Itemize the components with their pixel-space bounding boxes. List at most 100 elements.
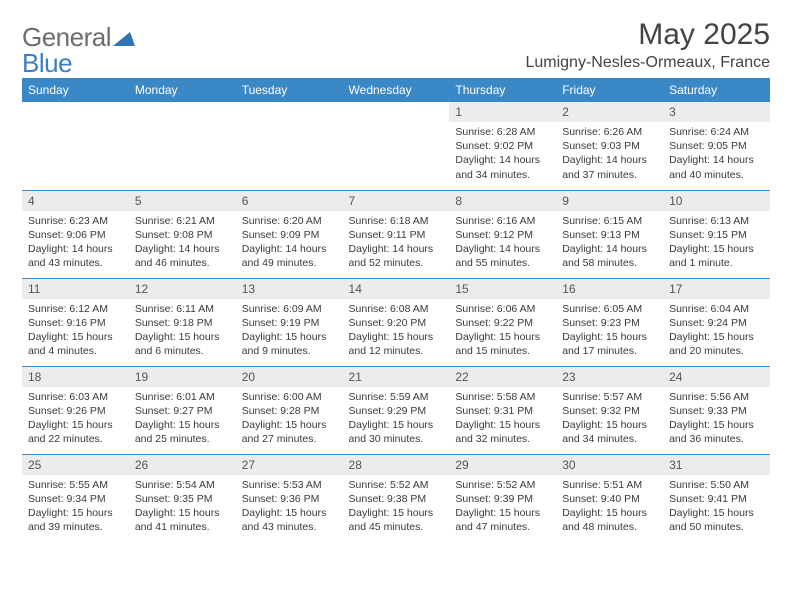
calendar-cell: 7Sunrise: 6:18 AMSunset: 9:11 PMDaylight… <box>343 190 450 278</box>
day-number: 29 <box>449 455 556 475</box>
sunrise-text: Sunrise: 6:09 AM <box>242 302 337 316</box>
calendar-row: 4Sunrise: 6:23 AMSunset: 9:06 PMDaylight… <box>22 190 770 278</box>
sunset-text: Sunset: 9:39 PM <box>455 492 550 506</box>
sunrise-text: Sunrise: 5:59 AM <box>349 390 444 404</box>
sunset-text: Sunset: 9:11 PM <box>349 228 444 242</box>
daylight-text: Daylight: 14 hours and 37 minutes. <box>562 153 657 181</box>
daylight-text: Daylight: 14 hours and 43 minutes. <box>28 242 123 270</box>
sunset-text: Sunset: 9:40 PM <box>562 492 657 506</box>
day-number: 24 <box>663 367 770 387</box>
day-number: 11 <box>22 279 129 299</box>
calendar-cell: 2Sunrise: 6:26 AMSunset: 9:03 PMDaylight… <box>556 102 663 190</box>
sunrise-text: Sunrise: 6:28 AM <box>455 125 550 139</box>
day-details: Sunrise: 5:59 AMSunset: 9:29 PMDaylight:… <box>343 387 450 453</box>
day-details: Sunrise: 6:11 AMSunset: 9:18 PMDaylight:… <box>129 299 236 365</box>
day-number: 21 <box>343 367 450 387</box>
calendar-cell: 19Sunrise: 6:01 AMSunset: 9:27 PMDayligh… <box>129 366 236 454</box>
weekday-header: Friday <box>556 78 663 102</box>
day-number: 17 <box>663 279 770 299</box>
daylight-text: Daylight: 15 hours and 45 minutes. <box>349 506 444 534</box>
day-number: 14 <box>343 279 450 299</box>
calendar-cell: 30Sunrise: 5:51 AMSunset: 9:40 PMDayligh… <box>556 454 663 542</box>
sunset-text: Sunset: 9:12 PM <box>455 228 550 242</box>
day-details: Sunrise: 6:08 AMSunset: 9:20 PMDaylight:… <box>343 299 450 365</box>
sunset-text: Sunset: 9:06 PM <box>28 228 123 242</box>
calendar-cell: 29Sunrise: 5:52 AMSunset: 9:39 PMDayligh… <box>449 454 556 542</box>
calendar-row: 18 Sunrise: 6:03 AMSunset: 9:26 PM Dayligh… <box>22 366 770 454</box>
sunrise-text: Sunrise: 6:21 AM <box>135 214 230 228</box>
sunrise-text: Sunrise: 6:24 AM <box>669 125 764 139</box>
sunset-text: Sunset: 9:36 PM <box>242 492 337 506</box>
sunset-text: Sunset: 9:16 PM <box>28 316 123 330</box>
day-details: Sunrise: 6:00 AMSunset: 9:28 PMDaylight:… <box>236 387 343 453</box>
day-details: Sunrise: 6:04 AMSunset: 9:24 PMDaylight:… <box>663 299 770 365</box>
calendar-cell: 21Sunrise: 5:59 AMSunset: 9:29 PMDayligh… <box>343 366 450 454</box>
day-details: Sunrise: 6:15 AMSunset: 9:13 PMDaylight:… <box>556 211 663 277</box>
sunrise-text: Sunrise: 6:01 AM <box>135 390 230 404</box>
sunrise-text: Sunrise: 6:18 AM <box>349 214 444 228</box>
weekday-header: Saturday <box>663 78 770 102</box>
daylight-text: Daylight: 15 hours and 27 minutes. <box>242 418 337 446</box>
calendar-cell: 8Sunrise: 6:16 AMSunset: 9:12 PMDaylight… <box>449 190 556 278</box>
daylight-text: Daylight: 15 hours and 41 minutes. <box>135 506 230 534</box>
day-details: Sunrise: 6:18 AMSunset: 9:11 PMDaylight:… <box>343 211 450 277</box>
sunset-text: Sunset: 9:38 PM <box>349 492 444 506</box>
calendar-cell: 5Sunrise: 6:21 AMSunset: 9:08 PMDaylight… <box>129 190 236 278</box>
sunset-text: Sunset: 9:34 PM <box>28 492 123 506</box>
weekday-header: Wednesday <box>343 78 450 102</box>
day-number: 6 <box>236 191 343 211</box>
weekday-header: Thursday <box>449 78 556 102</box>
sunset-text: Sunset: 9:31 PM <box>455 404 550 418</box>
calendar-cell: 28Sunrise: 5:52 AMSunset: 9:38 PMDayligh… <box>343 454 450 542</box>
calendar-cell: 14Sunrise: 6:08 AMSunset: 9:20 PMDayligh… <box>343 278 450 366</box>
sunset-text: Sunset: 9:23 PM <box>562 316 657 330</box>
day-details: Sunrise: 5:58 AMSunset: 9:31 PMDaylight:… <box>449 387 556 453</box>
day-details: Sunrise: 6:28 AMSunset: 9:02 PMDaylight:… <box>449 122 556 188</box>
sunset-text: Sunset: 9:15 PM <box>669 228 764 242</box>
sunrise-text: Sunrise: 5:52 AM <box>349 478 444 492</box>
daylight-text: Daylight: 15 hours and 36 minutes. <box>669 418 764 446</box>
daylight-text: Daylight: 15 hours and 1 minute. <box>669 242 764 270</box>
day-number: 1 <box>449 102 556 122</box>
day-number: 30 <box>556 455 663 475</box>
daylight-text: Daylight: 14 hours and 55 minutes. <box>455 242 550 270</box>
calendar-cell <box>129 102 236 190</box>
sunset-text: Sunset: 9:18 PM <box>135 316 230 330</box>
weekday-header: Tuesday <box>236 78 343 102</box>
day-details: Sunrise: 6:12 AMSunset: 9:16 PMDaylight:… <box>22 299 129 365</box>
sunset-text: Sunset: 9:19 PM <box>242 316 337 330</box>
day-details: Sunrise: 6:06 AMSunset: 9:22 PMDaylight:… <box>449 299 556 365</box>
sunrise-text: Sunrise: 5:53 AM <box>242 478 337 492</box>
sunset-text: Sunset: 9:29 PM <box>349 404 444 418</box>
calendar-cell: 23Sunrise: 5:57 AMSunset: 9:32 PMDayligh… <box>556 366 663 454</box>
sunset-text: Sunset: 9:02 PM <box>455 139 550 153</box>
calendar-row: 11Sunrise: 6:12 AMSunset: 9:16 PMDayligh… <box>22 278 770 366</box>
sunrise-text: Sunrise: 6:15 AM <box>562 214 657 228</box>
day-details: Sunrise: 5:50 AMSunset: 9:41 PMDaylight:… <box>663 475 770 541</box>
sunset-text: Sunset: 9:35 PM <box>135 492 230 506</box>
daylight-text: Daylight: 14 hours and 34 minutes. <box>455 153 550 181</box>
sunrise-text: Sunrise: 6:23 AM <box>28 214 123 228</box>
sunrise-text: Sunrise: 5:58 AM <box>455 390 550 404</box>
day-details: Sunrise: 5:51 AMSunset: 9:40 PMDaylight:… <box>556 475 663 541</box>
sunset-text: Sunset: 9:27 PM <box>135 404 230 418</box>
sunrise-text: Sunrise: 6:11 AM <box>135 302 230 316</box>
sunset-text: Sunset: 9:22 PM <box>455 316 550 330</box>
logo-text-2: Blue <box>22 48 72 78</box>
day-number: 9 <box>556 191 663 211</box>
daylight-text: Daylight: 15 hours and 25 minutes. <box>135 418 230 446</box>
calendar-cell: 17Sunrise: 6:04 AMSunset: 9:24 PMDayligh… <box>663 278 770 366</box>
sunrise-text: Sunrise: 5:55 AM <box>28 478 123 492</box>
day-number: 4 <box>22 191 129 211</box>
day-number: 18 <box>22 367 129 387</box>
sunrise-text: Sunrise: 6:06 AM <box>455 302 550 316</box>
sunrise-text: Sunrise: 5:50 AM <box>669 478 764 492</box>
sunset-text: Sunset: 9:05 PM <box>669 139 764 153</box>
day-details: Sunrise: 6:26 AMSunset: 9:03 PMDaylight:… <box>556 122 663 188</box>
day-number: 2 <box>556 102 663 122</box>
sunset-text: Sunset: 9:26 PM <box>28 404 123 418</box>
sunset-text: Sunset: 9:20 PM <box>349 316 444 330</box>
sunrise-text: Sunrise: 6:03 AM <box>28 390 123 404</box>
sunrise-text: Sunrise: 6:12 AM <box>28 302 123 316</box>
sunrise-text: Sunrise: 6:20 AM <box>242 214 337 228</box>
